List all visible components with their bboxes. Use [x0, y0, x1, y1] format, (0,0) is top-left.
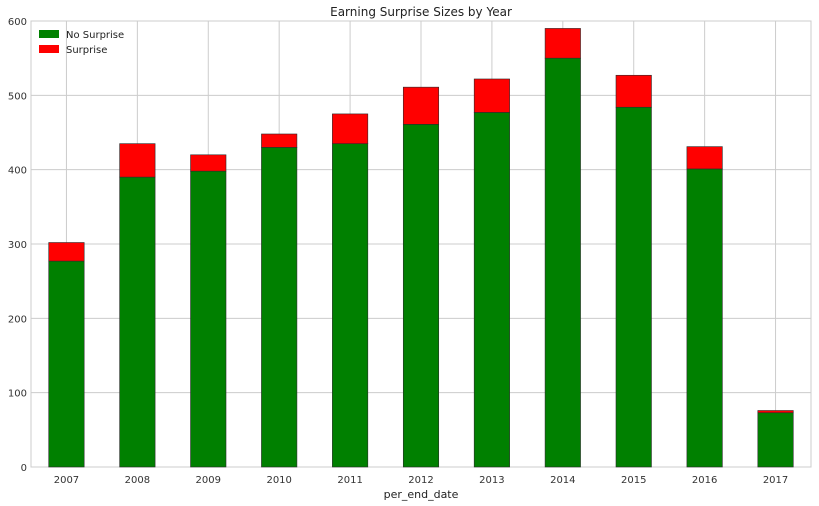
bar-no-surprise	[757, 412, 794, 468]
bar-surprise	[261, 133, 298, 148]
bar-no-surprise	[332, 143, 369, 468]
bar-no-surprise	[473, 112, 510, 468]
legend-label: No Surprise	[66, 30, 124, 41]
bar-no-surprise	[119, 176, 156, 468]
y-tick-label: 400	[8, 166, 27, 177]
y-tick-label: 600	[8, 17, 27, 28]
bar-no-surprise	[190, 170, 227, 468]
x-tick-label: 2014	[550, 475, 575, 486]
bar-surprise	[402, 86, 440, 125]
y-tick-label: 100	[8, 389, 27, 400]
bar-surprise	[190, 154, 227, 172]
y-axis: 0 100 200 300 400 500 600	[8, 17, 27, 474]
legend-swatch	[39, 30, 59, 38]
y-tick-label: 200	[8, 314, 27, 325]
x-tick-label: 2013	[479, 475, 504, 486]
x-tick-label: 2007	[54, 475, 79, 486]
legend-swatch	[39, 45, 59, 53]
bar-no-surprise	[615, 106, 652, 468]
x-tick-label: 2012	[408, 475, 433, 486]
bar-surprise	[48, 242, 85, 262]
bar-surprise	[757, 410, 794, 414]
x-tick-label: 2010	[266, 475, 291, 486]
x-tick-label: 2009	[196, 475, 221, 486]
bar-surprise	[119, 143, 156, 178]
x-tick-label: 2011	[337, 475, 362, 486]
x-axis: 2007 2008 2009 2010 2011 2012 2013 2014 2015 2016…	[54, 475, 789, 486]
chart-title: Earning Surprise Sizes by Year	[330, 5, 512, 19]
bar-surprise	[615, 74, 652, 108]
bar-surprise	[544, 28, 581, 59]
bar-no-surprise	[261, 147, 298, 468]
x-tick-label: 2017	[763, 475, 788, 486]
x-tick-label: 2016	[692, 475, 717, 486]
bar-surprise	[332, 113, 369, 144]
y-tick-label: 500	[8, 91, 27, 102]
bar-no-surprise	[686, 168, 723, 468]
bar-no-surprise	[402, 124, 440, 468]
x-tick-label: 2015	[621, 475, 646, 486]
bar-surprise	[473, 78, 510, 113]
x-axis-label: per_end_date	[384, 488, 459, 501]
bars	[48, 28, 794, 468]
y-tick-label: 0	[21, 463, 27, 474]
legend-label: Surprise	[66, 45, 107, 56]
x-tick-label: 2008	[125, 475, 150, 486]
bar-no-surprise	[544, 57, 581, 468]
bar-surprise	[686, 146, 723, 170]
y-tick-label: 300	[8, 240, 27, 251]
legend: No Surprise Surprise	[39, 30, 124, 56]
bar-no-surprise	[48, 260, 85, 468]
